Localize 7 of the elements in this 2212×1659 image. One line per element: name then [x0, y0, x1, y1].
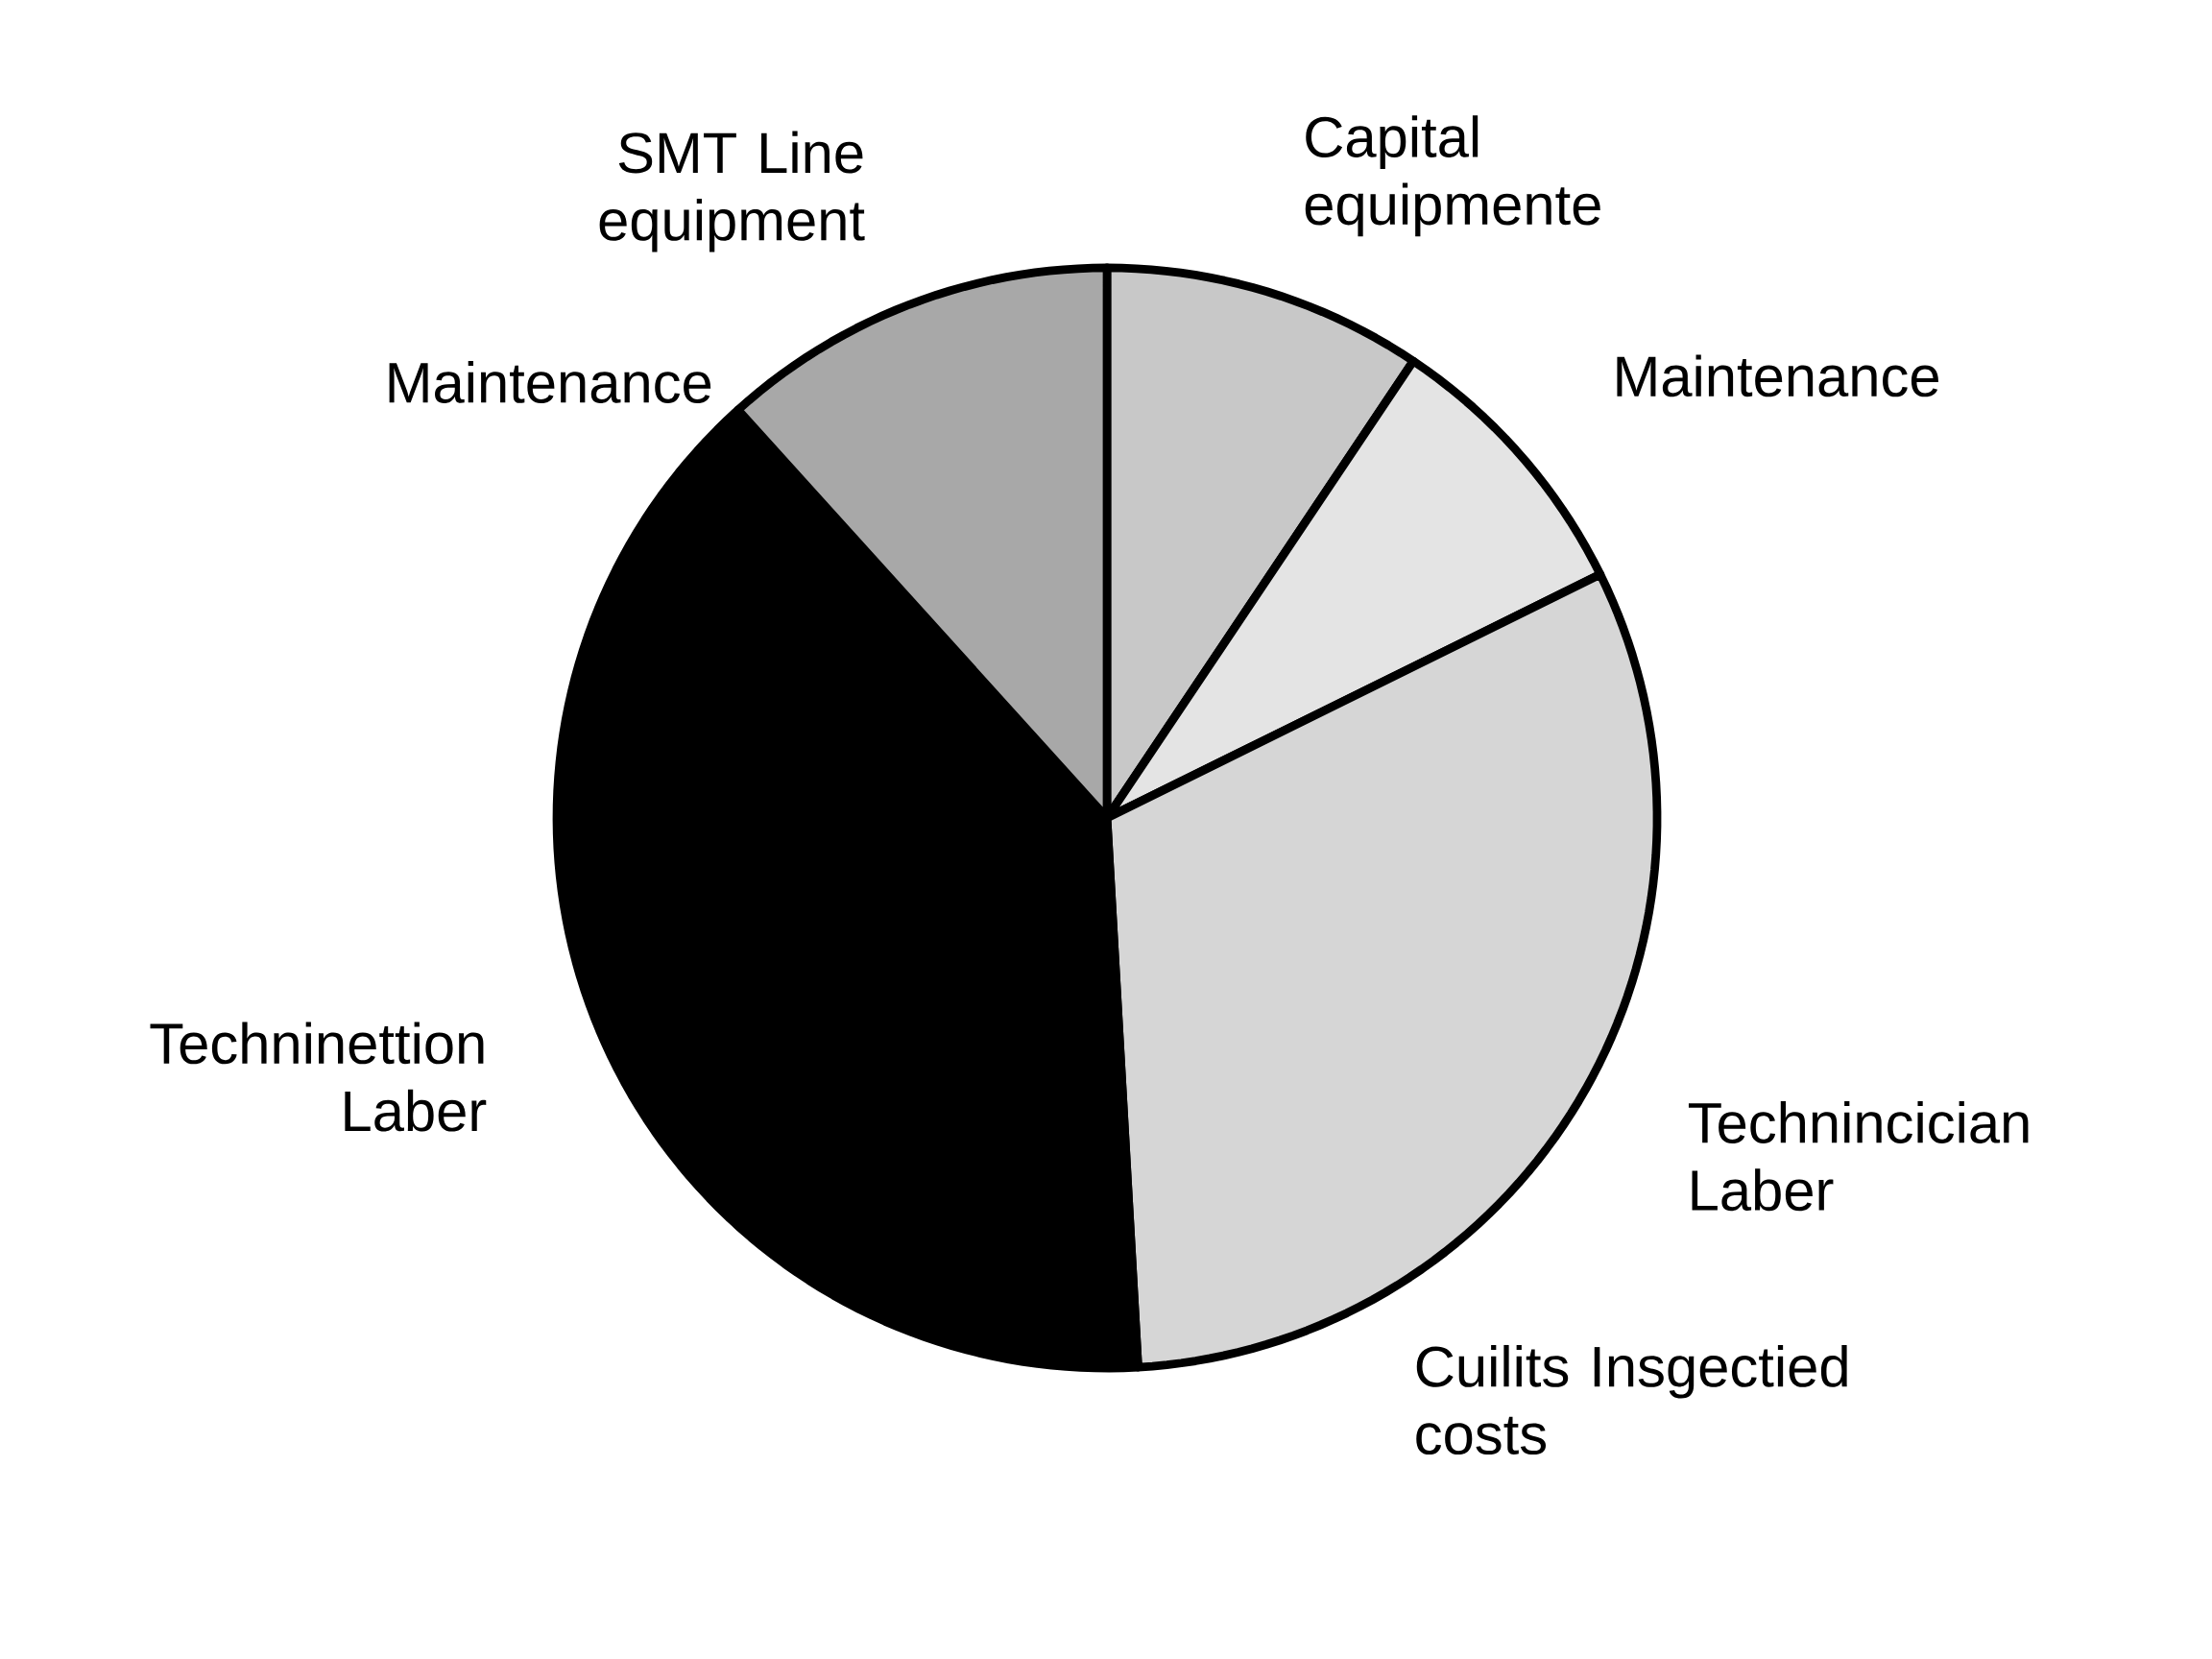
slice-label: Techninettion Laber — [150, 1022, 487, 1132]
text: Maintenance — [389, 361, 711, 403]
slice-label: SMT Line equipment — [599, 131, 865, 252]
slice-label: Maintenance — [1617, 354, 1938, 397]
slice-label: Technincician Laber — [1688, 1101, 2029, 1212]
slice-label: Capital equipmente — [1305, 115, 1600, 237]
text: Cuilits Insgectied costs — [1416, 1344, 1847, 1455]
